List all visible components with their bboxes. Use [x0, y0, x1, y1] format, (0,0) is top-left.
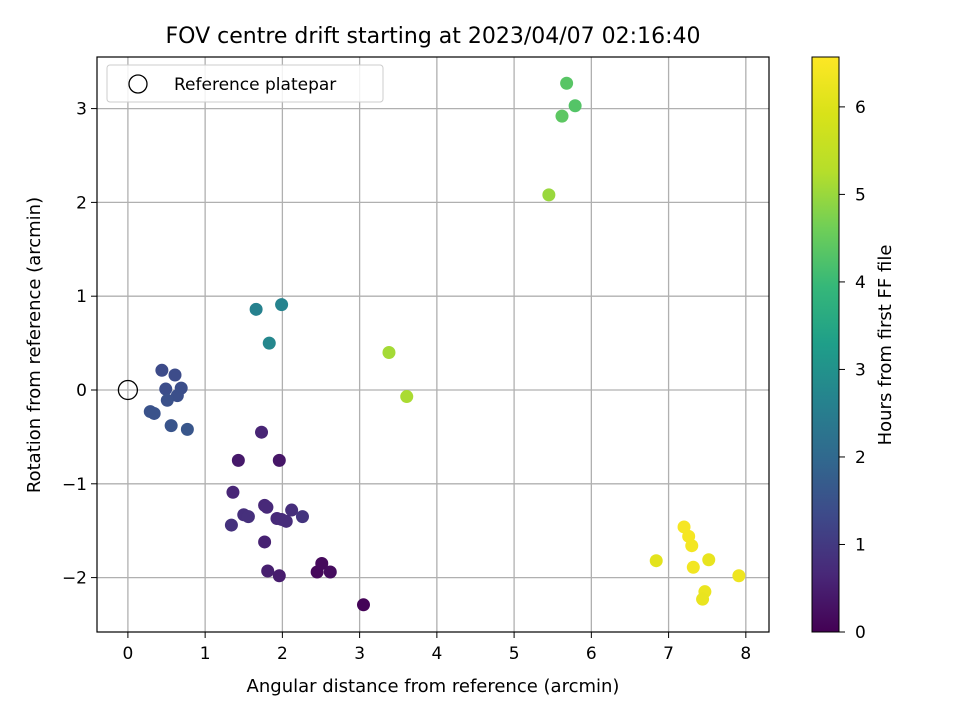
data-point	[180, 422, 194, 436]
data-point	[272, 569, 286, 583]
colorbar: 0 1 2 3 4 5 6 Hours from first FF file	[811, 56, 896, 643]
colorbar-gradient	[811, 56, 840, 633]
x-tick-label: 0	[122, 644, 133, 664]
data-point	[686, 560, 700, 574]
data-point	[555, 109, 569, 123]
data-point	[262, 336, 276, 350]
x-tick-label: 7	[663, 644, 674, 664]
colorbar-label: Hours from first FF file	[875, 245, 896, 446]
data-point	[685, 539, 699, 553]
scatter-points	[117, 76, 746, 612]
data-point	[260, 500, 274, 514]
x-tick-label: 1	[200, 644, 211, 664]
data-point	[231, 453, 245, 467]
colorbar-tick-label: 5	[855, 185, 866, 205]
data-point	[568, 99, 582, 113]
x-tick-label: 5	[509, 644, 520, 664]
colorbar-tick-label: 2	[855, 448, 866, 468]
x-axis-ticks: 0 1 2 3 4 5 6 7 8	[122, 632, 751, 664]
grid	[97, 57, 769, 632]
colorbar-tick-label: 1	[855, 535, 866, 555]
y-tick-label: 2	[76, 193, 87, 213]
x-tick-label: 3	[354, 644, 365, 664]
data-point	[272, 453, 286, 467]
data-point	[323, 565, 337, 579]
colorbar-ticks: 0 1 2 3 4 5 6	[839, 98, 866, 643]
y-axis-ticks: −2 −1 0 1 2 3	[62, 100, 97, 589]
colorbar-tick-label: 4	[855, 273, 866, 293]
data-point	[258, 535, 272, 549]
data-point	[147, 406, 161, 420]
data-point	[261, 564, 275, 578]
legend: Reference platepar	[106, 64, 384, 103]
legend-marker-reference	[128, 74, 148, 94]
legend-entry-reference: Reference platepar	[174, 75, 336, 95]
data-point	[382, 345, 396, 359]
data-point	[649, 554, 663, 568]
data-point	[224, 518, 238, 532]
colorbar-tick-label: 3	[855, 360, 866, 380]
data-point	[164, 419, 178, 433]
data-point	[226, 485, 240, 499]
data-point	[249, 302, 263, 316]
x-tick-label: 6	[586, 644, 597, 664]
y-tick-label: 3	[76, 100, 87, 120]
data-point	[159, 382, 173, 396]
data-point	[285, 503, 299, 517]
data-point	[702, 553, 716, 567]
y-axis-label: Rotation from reference (arcmin)	[24, 197, 45, 493]
data-point	[560, 76, 574, 90]
data-point	[315, 557, 329, 571]
data-point	[155, 363, 169, 377]
data-point	[356, 598, 370, 612]
plot-frame	[96, 56, 770, 633]
data-point	[275, 298, 289, 312]
reference-platepar-marker	[117, 379, 139, 401]
data-point	[255, 425, 269, 439]
x-axis-label: Angular distance from reference (arcmin)	[247, 676, 620, 697]
y-tick-label: 0	[76, 381, 87, 401]
data-point	[160, 393, 174, 407]
data-point	[732, 569, 746, 583]
x-tick-label: 4	[431, 644, 442, 664]
y-tick-label: −1	[62, 475, 87, 495]
chart-title: FOV centre drift starting at 2023/04/07 …	[166, 24, 701, 49]
data-point	[696, 592, 710, 606]
data-point	[295, 510, 309, 524]
data-point	[168, 368, 182, 382]
x-tick-label: 2	[277, 644, 288, 664]
x-tick-label: 8	[740, 644, 751, 664]
data-point	[241, 510, 255, 524]
y-tick-label: −2	[62, 569, 87, 589]
data-point	[542, 188, 556, 202]
legend-box	[106, 64, 384, 103]
colorbar-tick-label: 6	[855, 98, 866, 118]
data-point	[279, 514, 293, 528]
colorbar-tick-label: 0	[855, 623, 866, 643]
y-tick-label: 1	[76, 287, 87, 307]
data-point	[400, 390, 414, 404]
data-point	[170, 389, 184, 403]
